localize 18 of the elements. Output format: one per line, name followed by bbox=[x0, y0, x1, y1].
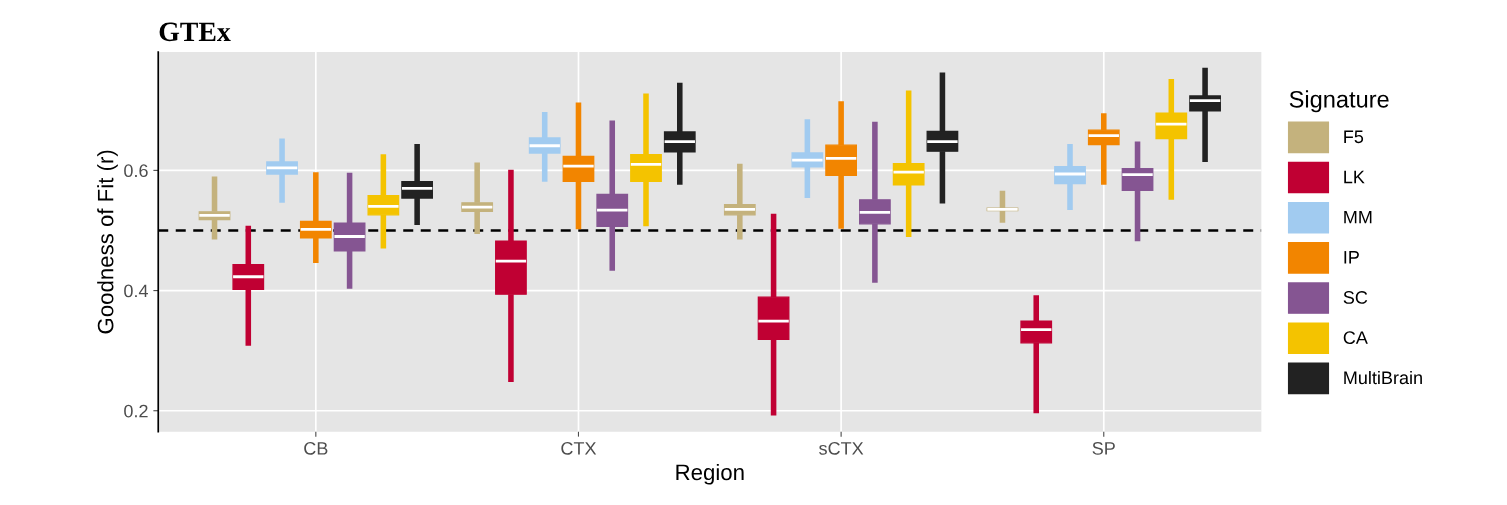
chart-title: GTEx bbox=[159, 22, 231, 42]
legend-label: SC bbox=[1343, 291, 1368, 304]
y-tick-label: 0.2 bbox=[124, 404, 148, 418]
x-tick-label: CTX bbox=[561, 441, 597, 455]
legend-label: IP bbox=[1344, 251, 1359, 264]
y-tick-label: 0.4 bbox=[124, 284, 148, 298]
legend-label: CA bbox=[1343, 331, 1368, 345]
legend-label: MM bbox=[1344, 210, 1372, 224]
y-axis-title: Goodness of Fit (r) bbox=[97, 150, 118, 334]
x-tick-label: CB bbox=[304, 441, 328, 455]
x-tick-label: SP bbox=[1092, 441, 1115, 455]
x-tick-label: sCTX bbox=[819, 441, 864, 455]
legend-label: LK bbox=[1344, 170, 1365, 184]
legend-label: F5 bbox=[1344, 130, 1364, 144]
y-tick-label: 0.6 bbox=[124, 164, 148, 178]
legend-title: Signature bbox=[1289, 90, 1389, 113]
x-axis-title: Region bbox=[676, 463, 744, 485]
legend-label: MultiBrain bbox=[1344, 370, 1422, 385]
